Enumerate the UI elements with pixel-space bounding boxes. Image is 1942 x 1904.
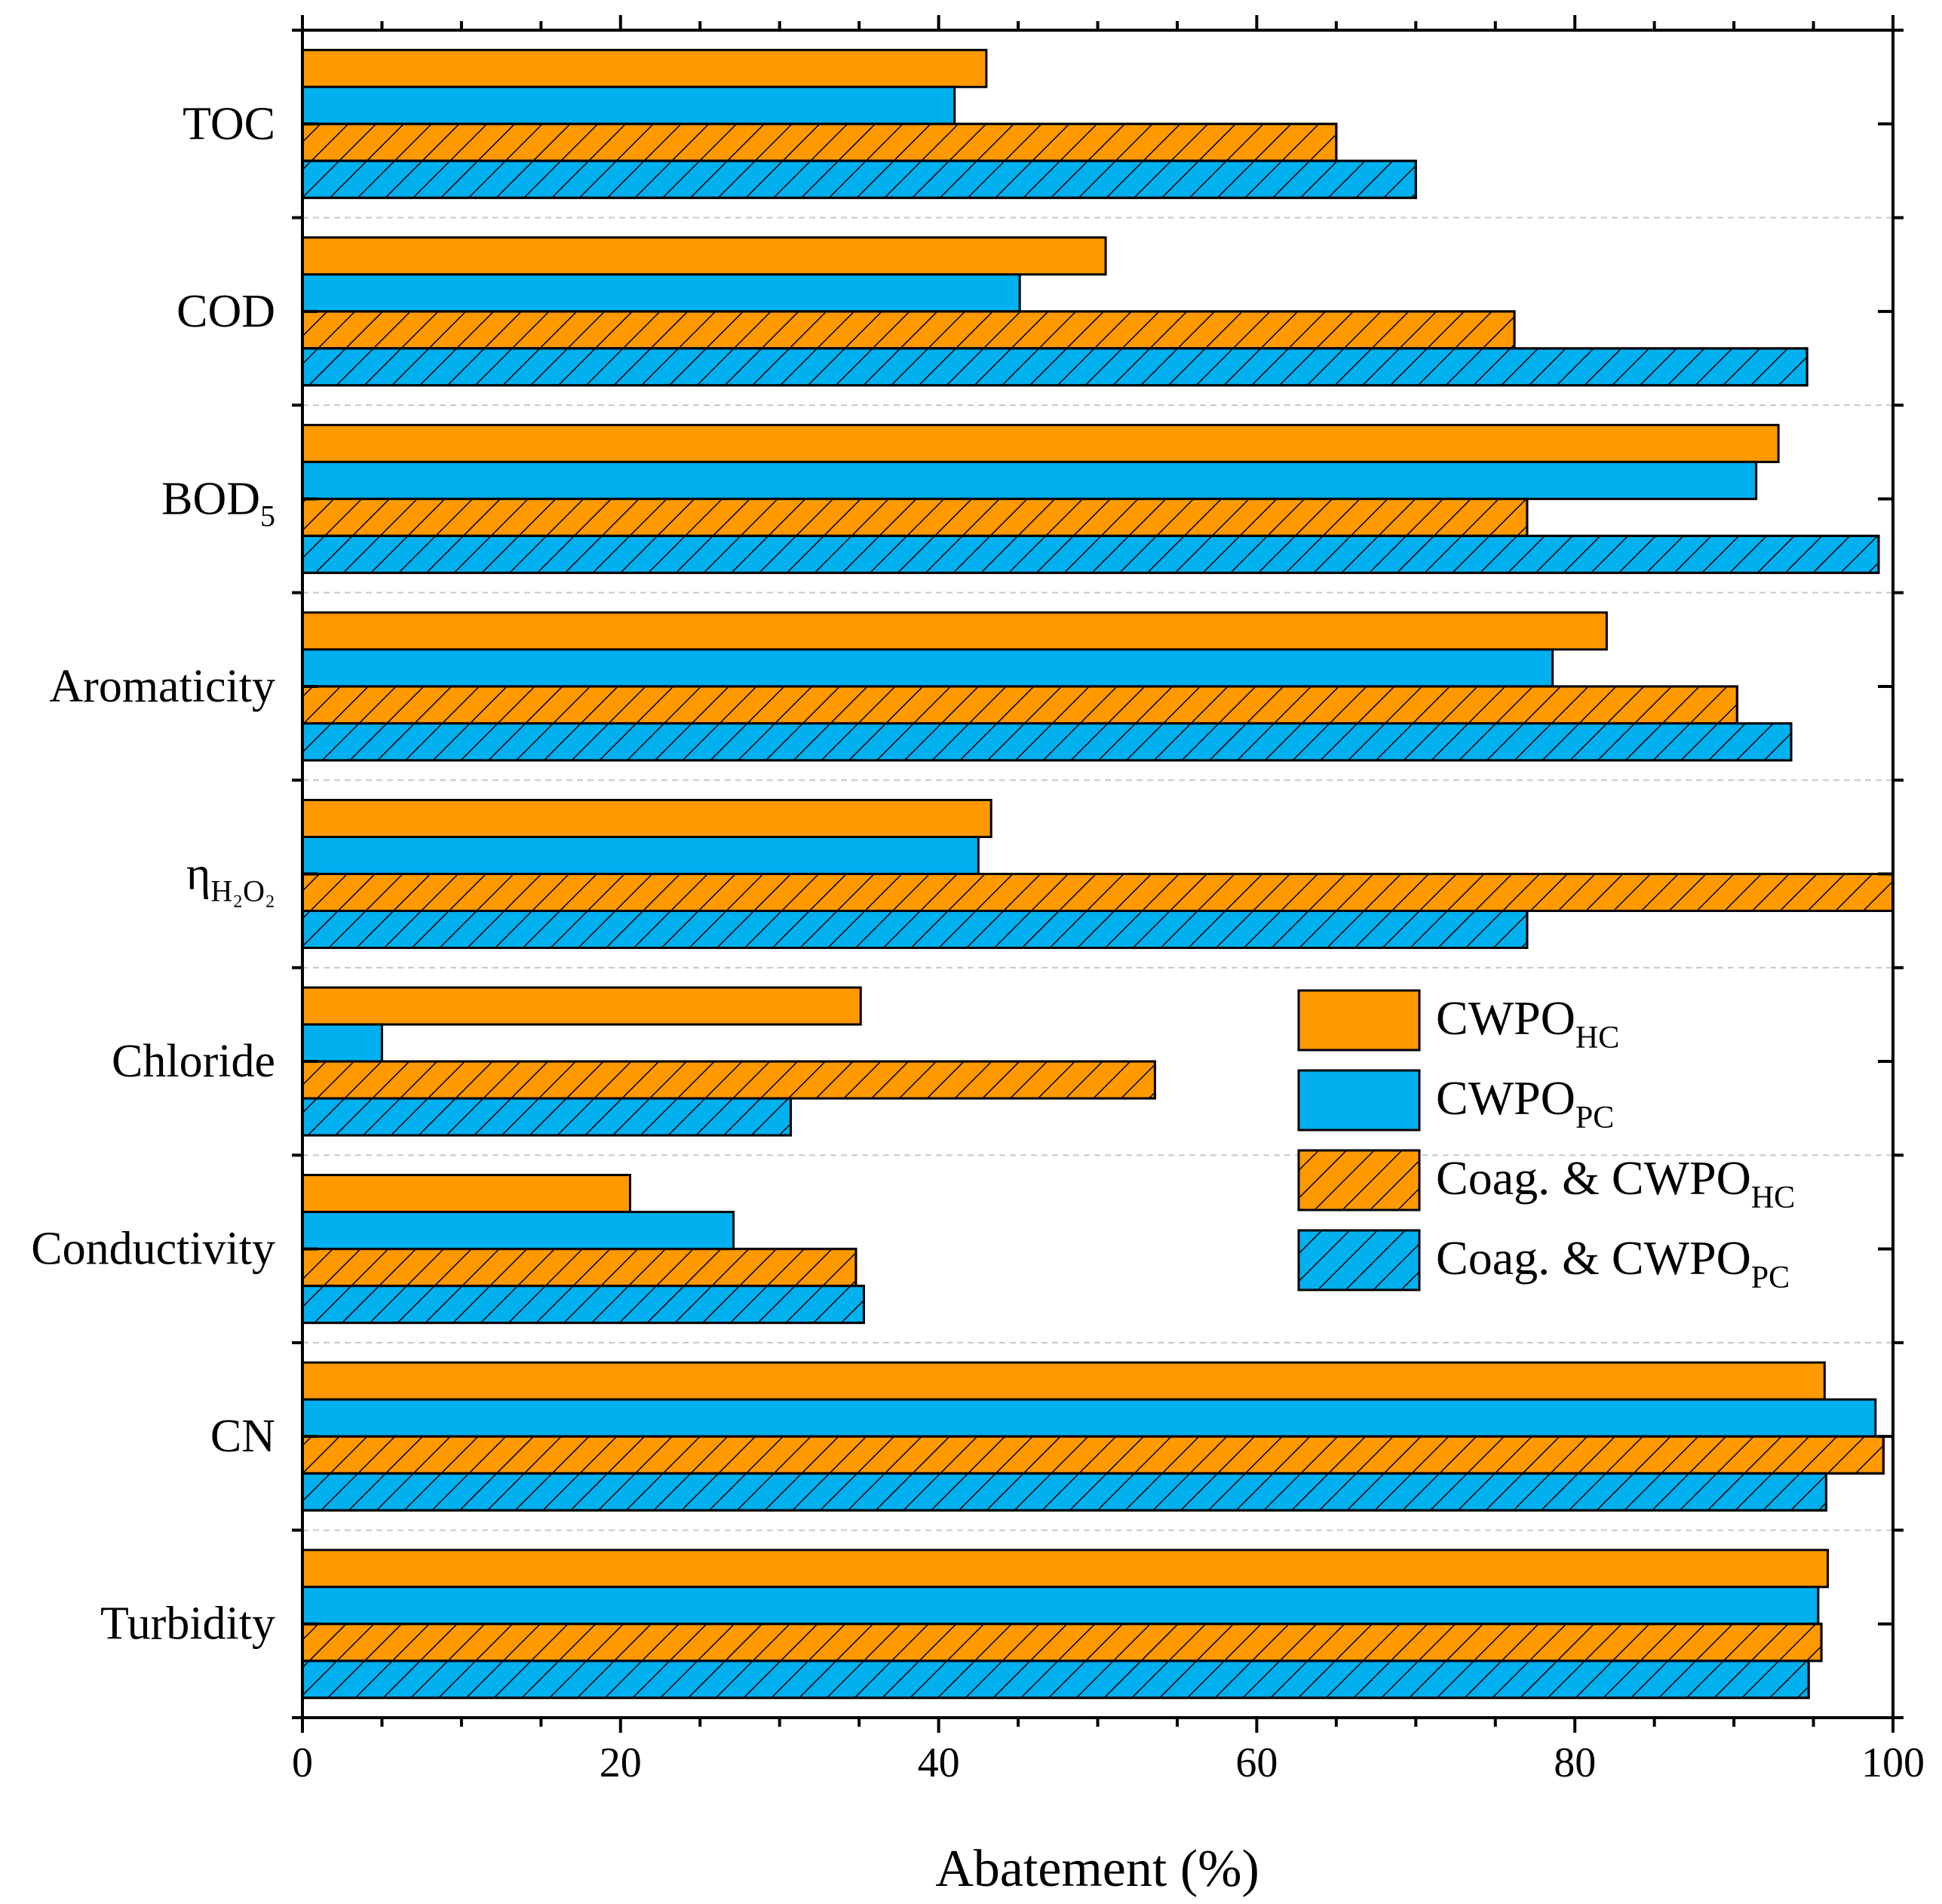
bar-bod-5-cwpo-hc [301,423,1780,463]
bar-conductivity-coag-cwpo-hc-hatch [301,1248,857,1288]
bar-cod-cwpo-hc [301,236,1107,276]
bar-turbidity-cwpo-hc [301,1549,1830,1589]
category-label-conductivity: Conductivity [31,1224,275,1275]
bar-bod-5-cwpo-pc [301,460,1758,500]
bar-chloride-coag-cwpo-pc-hatch [301,1097,792,1137]
legend: CWPOHC CWPOPC Coag. & CWPOHC Coag. & CWPOPC [1297,989,1795,1295]
bar-h-o-coag-cwpo-hc-hatch [301,873,1894,912]
bar-toc-cwpo-pc [301,85,956,125]
x-tick-label: 0 [292,1740,313,1786]
legend-coag-cwpo-hc-label: Coag. & CWPOHC [1436,1151,1795,1215]
bar-cod-cwpo-pc [301,273,1021,313]
bar-cod-coag-cwpo-hc-hatch [301,310,1516,350]
bar-chloride-cwpo-pc [301,1023,383,1063]
legend-cwpo-pc-label: CWPOPC [1436,1071,1614,1135]
x-tick-label: 100 [1861,1740,1925,1786]
category-labels: TOC COD BOD5 Aromaticity ηH₂O₂ Chloride Conduc… [31,98,275,1649]
bar-toc-cwpo-hc [301,48,988,88]
category-label-bod-5: BOD5 [161,473,275,533]
legend-cwpo-pc-swatch [1297,1069,1421,1132]
bar-bod-5-coag-cwpo-pc-hatch [301,534,1880,574]
x-tick-labels: 0 20 40 60 80 100 [292,1740,1925,1786]
bar-aromaticity-cwpo-hc [301,611,1608,651]
category-label-toc: TOC [183,98,275,149]
bar-h-o-cwpo-hc [301,799,992,838]
axis-ticks [292,15,1904,1733]
bar-chloride-cwpo-hc [301,986,862,1026]
bar-aromaticity-coag-cwpo-hc-hatch [301,685,1738,725]
bar-cn-coag-cwpo-hc-hatch [301,1435,1885,1475]
x-tick-label: 40 [918,1740,960,1786]
legend-cwpo-hc-label: CWPOHC [1436,991,1619,1055]
bar-turbidity-coag-cwpo-pc-hatch [301,1660,1810,1700]
x-tick-label: 60 [1235,1740,1278,1786]
bar-h-o-cwpo-pc [301,836,980,875]
category-label-aromaticity: Aromaticity [49,661,275,712]
bar-chloride-coag-cwpo-hc-hatch [301,1060,1156,1100]
category-label-turbidity: Turbidity [100,1598,275,1650]
category-label-cn: CN [210,1411,275,1462]
bar-aromaticity-coag-cwpo-pc-hatch [301,722,1793,762]
category-label-chloride: Chloride [112,1036,275,1087]
bar-toc-coag-cwpo-hc-hatch [301,122,1338,162]
x-tick-label: 80 [1554,1740,1596,1786]
bars [301,48,1894,1700]
bar-bod-5-coag-cwpo-hc-hatch [301,497,1529,537]
x-axis-title: Abatement (%) [935,1840,1259,1898]
bar-turbidity-cwpo-pc [301,1586,1820,1626]
bar-cn-cwpo-hc [301,1361,1826,1401]
x-tick-label: 20 [600,1740,642,1786]
bar-toc-coag-cwpo-pc-hatch [301,159,1417,199]
legend-coag-cwpo-pc-swatch-hatch [1297,1229,1421,1291]
bar-aromaticity-cwpo-pc [301,648,1554,688]
legend-cwpo-hc-swatch [1297,989,1421,1052]
category-label-h-o: ηH₂O₂ [186,849,275,908]
bar-cn-coag-cwpo-pc-hatch [301,1472,1827,1512]
grid-lines [302,217,1893,1531]
bar-conductivity-cwpo-pc [301,1211,735,1251]
legend-coag-cwpo-pc-label: Coag. & CWPOPC [1436,1231,1790,1295]
bar-conductivity-cwpo-hc [301,1174,631,1214]
bar-turbidity-coag-cwpo-hc-hatch [301,1623,1823,1663]
bar-cn-cwpo-pc [301,1398,1877,1438]
bar-conductivity-coag-cwpo-pc-hatch [301,1285,865,1325]
legend-coag-cwpo-hc-swatch-hatch [1297,1149,1421,1211]
bar-cod-coag-cwpo-pc-hatch [301,347,1809,387]
bar-h-o-coag-cwpo-pc-hatch [301,910,1529,949]
category-label-cod: COD [176,286,275,337]
